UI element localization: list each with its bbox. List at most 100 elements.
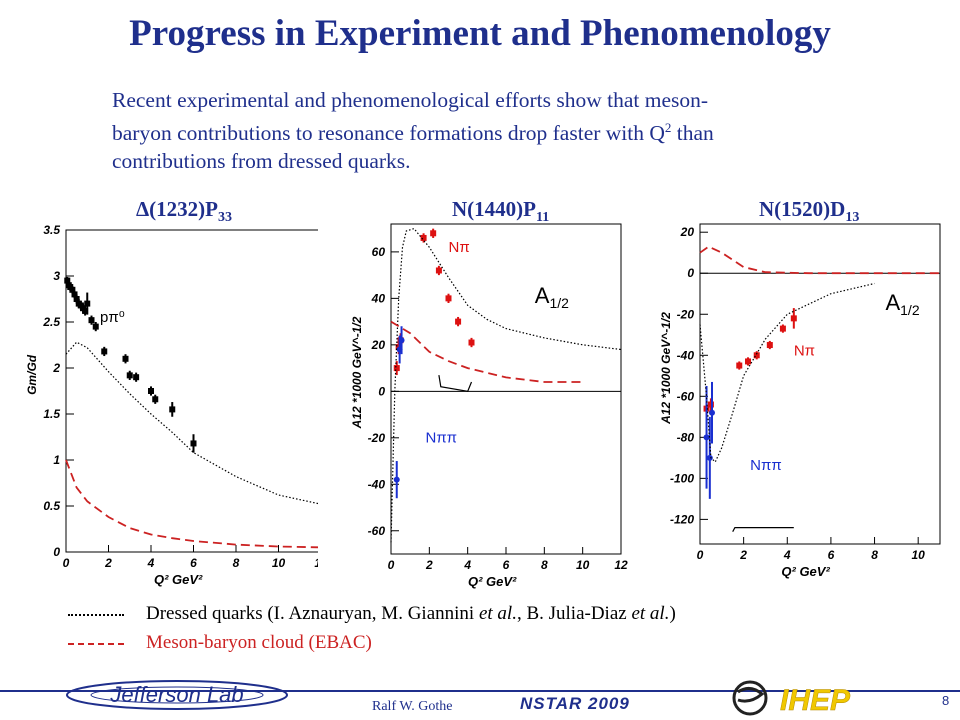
data-point [398,337,405,344]
intro-line-3: contributions from dressed quarks. [112,149,411,174]
intro-line-2-sup: 2 [664,120,672,135]
chart-roper-a12: 0 2 4 6 8 10 12 -60 -40 -20 0 20 40 60 Q² GeV² A12 *100… [350,223,628,589]
data-point [393,365,400,372]
chart-delta-gm-gd: 0 2 4 6 8 10 12 0 0.5 1 1.5 2 2.5 3 3.5 Q² GeV² Gm/Gd pπ⁰ [25,223,318,587]
data-point [73,296,80,302]
annotation-label: Nππ [750,457,782,474]
data-point [190,440,197,447]
meson-baryon-curve [390,320,583,383]
plot-frame [65,229,318,553]
data-point [133,374,140,381]
data-point [753,352,760,359]
y-tick-label: 2 [52,361,60,375]
x-tick-label: 12 [614,558,628,572]
panel-title-roper-main: N(1440)P [452,197,536,221]
y-tick-label: -20 [677,307,695,321]
legend-dressed-a: Dressed quarks (I. Aznauryan, M. Giannin… [146,603,479,624]
data-point [69,286,76,293]
legend-meson-text: Meson-baryon cloud (EBAC) [146,632,372,653]
y-tick-label: 3 [53,269,60,283]
annotation-label: A1/2 [535,283,569,311]
chart-d13-a12: 0 2 4 6 8 10 -120 -100 -80 -60 -40 -20 0 20 Q² GeV² A12… [659,223,941,579]
panel-title-d13-main: N(1520)D [759,197,846,221]
data-point [779,325,786,332]
dressed-quark-curve [699,282,875,463]
data-point [71,291,78,298]
ihep-logo: IHEP [732,680,851,716]
legend-dressed-mid: , B. Julia-Diaz [516,603,632,624]
data-point [430,230,437,237]
x-tick-label: 8 [541,558,548,572]
x-tick-label: 4 [463,558,471,572]
data-point [468,339,475,346]
y-tick-label: 20 [371,338,386,352]
data-point [703,434,710,441]
y-tick-label: 20 [680,225,695,239]
panel-title-roper-sub: 11 [535,210,550,226]
x-axis-title: Q² GeV² [468,574,517,589]
dressed-quark-curve [390,227,622,543]
legend-dressed-etal1: et al. [478,603,517,624]
y-tick-label: -60 [677,389,695,403]
data-point [126,372,133,379]
legend-dressed-end: ) [669,603,676,624]
model-band [732,527,794,532]
x-tick-label: 6 [828,548,835,562]
data-point [169,406,176,413]
x-tick-label: 8 [871,548,878,562]
x-tick-label: 2 [739,548,747,562]
data-point [122,355,129,362]
y-tick-label: 1.5 [43,407,60,421]
y-tick-label: -60 [368,524,386,538]
x-tick-label: 0 [63,556,70,570]
annotation-label: Nπ [449,239,470,256]
panel-title-delta: Δ(1232)P33 [136,197,232,226]
data-point [82,307,89,314]
x-tick-label: 0 [697,548,704,562]
intro-line-2: baryon contributions to resonance format… [112,114,892,147]
y-axis-title: Gm/Gd [25,354,39,395]
intro-line-1: Recent experimental and phenomenological… [112,88,709,112]
jefferson-lab-logo: Jefferson Lab [66,680,288,710]
y-tick-label: 40 [371,291,386,305]
annotation-label: Nπ [794,342,815,359]
x-tick-label: 10 [272,556,286,570]
legend-dressed-text: Dressed quarks (I. Aznauryan, M. Giannin… [146,603,676,625]
data-point [706,454,713,461]
y-tick-label: 0 [378,384,385,398]
annotation-label: A1/2 [885,290,919,318]
data-point [709,409,715,416]
y-axis-title: A12 *1000 GeV^-1/2 [350,316,364,429]
x-axis-title: Q² GeV² [154,572,203,587]
footer-author: Ralf W. Gothe [372,699,453,714]
y-tick-label: 3.5 [43,223,60,237]
legend-dressed-etal2: et al. [631,603,670,624]
svg-text:IHEP: IHEP [780,684,851,716]
y-axis-title: A12 *1000 GeV^-1/2 [659,312,673,425]
footer-conference: NSTAR 2009 [520,694,630,713]
x-tick-label: 6 [503,558,510,572]
plot-frame [699,223,941,545]
data-point [88,317,95,324]
annotation-label: pπ⁰ [100,309,125,326]
y-tick-label: 2.5 [42,315,60,329]
data-point [101,348,108,355]
data-point [790,315,797,322]
x-tick-label: 6 [190,556,197,570]
meson-baryon-curve [699,245,940,275]
data-point [455,318,462,325]
y-tick-label: 0.5 [43,499,60,513]
svg-text:Jefferson Lab: Jefferson Lab [109,682,243,707]
data-point [84,300,91,307]
y-tick-label: -120 [670,512,694,526]
y-tick-label: 0 [687,266,694,280]
plot-frame [390,223,622,555]
page-number: 8 [942,693,950,708]
data-point [393,476,400,483]
intro-line-2a: baryon contributions to resonance format… [112,121,665,146]
dressed-quark-curve [65,341,318,505]
model-band [438,375,473,392]
y-tick-label: -20 [368,431,386,445]
slide-title: Progress in Experiment and Phenomenology [129,13,831,54]
x-tick-label: 2 [425,558,433,572]
